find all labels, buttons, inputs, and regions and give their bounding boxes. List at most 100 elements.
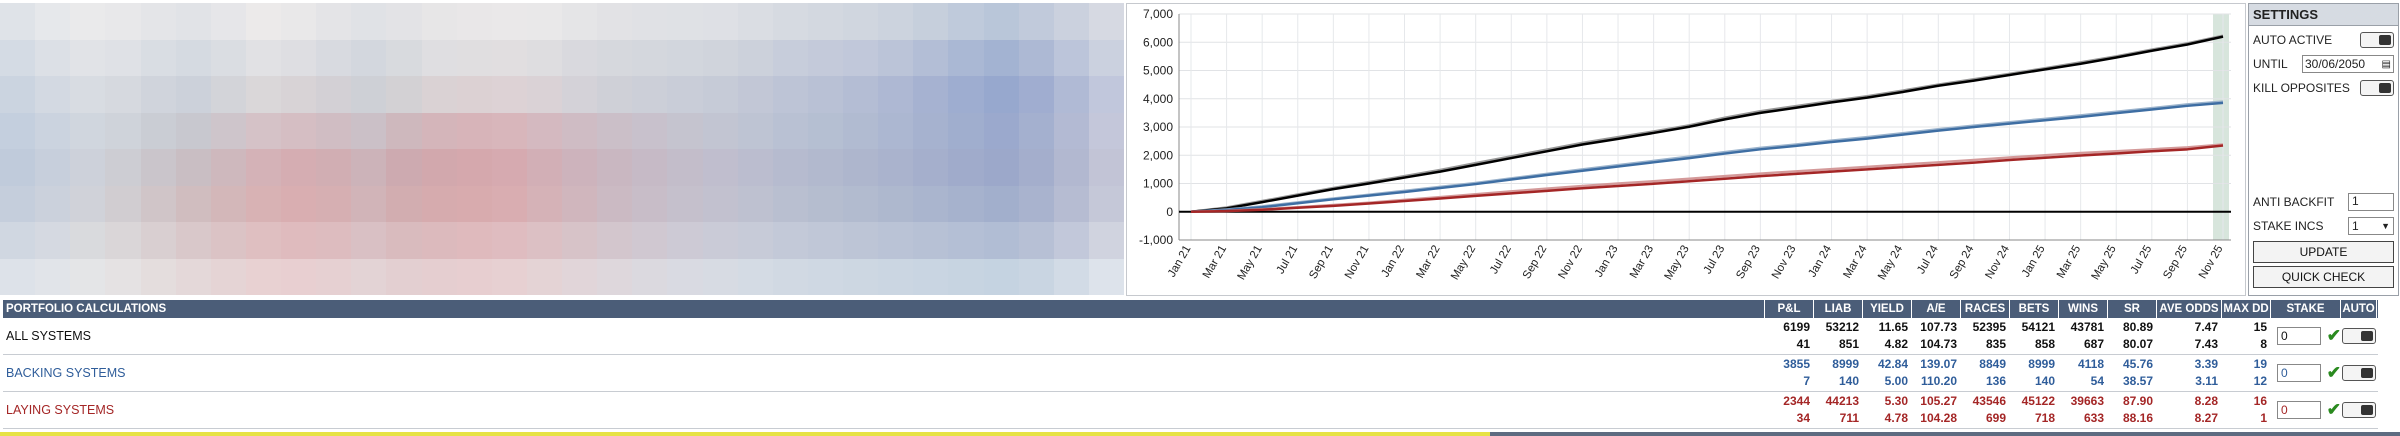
stat-cell: 16 1	[2222, 392, 2271, 428]
heatmap-cell	[878, 39, 914, 76]
update-button[interactable]: UPDATE	[2253, 241, 2394, 263]
heatmap-cell	[702, 76, 738, 113]
auto-toggle[interactable]	[2342, 328, 2376, 344]
heatmap-cell	[878, 258, 914, 295]
stake-input[interactable]: 0	[2277, 327, 2321, 345]
stat-cell: 8999 140	[2010, 355, 2059, 391]
stat-value-bottom: 12	[2253, 374, 2267, 388]
heatmap-cell	[667, 258, 703, 295]
heatmap-cell	[456, 149, 492, 186]
heatmap-cell	[281, 76, 317, 113]
heatmap-cell	[1088, 258, 1124, 295]
kill-opposites-toggle[interactable]	[2360, 80, 2394, 96]
heatmap-cell	[913, 39, 949, 76]
heatmap-cell	[35, 112, 71, 149]
heatmap-cell	[667, 39, 703, 76]
x-tick-label: Jul 25	[2129, 244, 2155, 277]
pnl-chart: 7,000 6,000 5,000 4,000 3,000 2,000 1,000 0 -1,0…	[1126, 3, 2246, 296]
heatmap-cell	[913, 222, 949, 259]
heatmap-cell	[316, 3, 352, 40]
x-tick-label: Jan 21	[1166, 244, 1194, 280]
stat-value-top: 8849	[1979, 357, 2006, 371]
stat-cell: 44213 711	[1814, 392, 1863, 428]
heatmap-cell	[772, 149, 808, 186]
heatmap-cell	[983, 222, 1019, 259]
col-header: P&L	[1765, 300, 1814, 318]
heatmap-cell	[1053, 3, 1089, 40]
heatmap-cell	[210, 3, 246, 40]
anti-backfit-input[interactable]: 1	[2348, 193, 2394, 211]
y-tick-label: 3,000	[1143, 120, 1173, 134]
stat-cell: 15 8	[2222, 318, 2271, 354]
x-tick-label: May 22	[1449, 244, 1478, 283]
x-tick-label: Mar 21	[1201, 244, 1229, 281]
heatmap-cell	[386, 185, 422, 222]
heatmap-cell	[386, 222, 422, 259]
heatmap-cell	[843, 76, 879, 113]
stat-value-bottom: 110.20	[1920, 374, 1957, 388]
heatmap-cell	[456, 39, 492, 76]
stat-cell: 42.84 5.00	[1863, 355, 1912, 391]
auto-toggle[interactable]	[2342, 402, 2376, 418]
stake-input[interactable]: 0	[2277, 401, 2321, 419]
col-header: WINS	[2059, 300, 2108, 318]
heatmap-cell	[421, 112, 457, 149]
heatmap-cell	[386, 3, 422, 40]
heatmap-cell	[1088, 222, 1124, 259]
x-tick-label: May 23	[1663, 244, 1692, 283]
heatmap-cell	[983, 39, 1019, 76]
auto-toggle[interactable]	[2342, 365, 2376, 381]
heatmap-cell	[491, 149, 527, 186]
footer-bar	[1490, 432, 2400, 436]
quick-check-button[interactable]: QUICK CHECK	[2253, 266, 2394, 288]
heatmap-cell	[491, 185, 527, 222]
heatmap-cell	[105, 112, 141, 149]
stat-cell: 45122 718	[2010, 392, 2059, 428]
check-icon[interactable]: ✔	[2326, 326, 2341, 345]
x-tick-label: May 21	[1236, 244, 1265, 283]
check-icon[interactable]: ✔	[2326, 400, 2341, 419]
until-date-input[interactable]: 30/06/2050 ▤	[2302, 55, 2394, 73]
x-tick-label: Jan 25	[2020, 244, 2048, 280]
heatmap-cell	[491, 39, 527, 76]
stat-value-bottom: 835	[1985, 337, 2006, 351]
stat-value-top: 16	[2253, 394, 2267, 408]
stake-incs-select[interactable]: 1 ▼	[2348, 217, 2394, 235]
heatmap-cell	[983, 258, 1019, 295]
stat-value-top: 87.90	[2122, 394, 2153, 408]
stat-cell: 3.39 3.11	[2157, 355, 2222, 391]
stake-incs-row: STAKE INCS 1 ▼	[2253, 216, 2394, 236]
system-heatmap	[0, 3, 1124, 295]
heatmap-cell	[526, 112, 562, 149]
heatmap-cell	[737, 258, 773, 295]
heatmap-cell	[597, 3, 633, 40]
heatmap-cell	[351, 39, 387, 76]
stat-value-top: 52395	[1972, 320, 2006, 334]
stake-incs-value: 1	[2352, 219, 2359, 233]
stat-value-bottom: 858	[2034, 337, 2055, 351]
stat-cell: 5.30 4.78	[1863, 392, 1912, 428]
heatmap-cell	[70, 258, 106, 295]
heatmap-cell	[35, 185, 71, 222]
auto-active-toggle[interactable]	[2360, 32, 2394, 48]
heatmap-cell	[667, 112, 703, 149]
heatmap-cell	[281, 185, 317, 222]
stat-cell: 107.73 104.73	[1912, 318, 1961, 354]
heatmap-cell	[1053, 112, 1089, 149]
stat-value-bottom: 41	[1796, 337, 1810, 351]
check-icon[interactable]: ✔	[2326, 363, 2341, 382]
heatmap-cell	[702, 112, 738, 149]
calendar-icon[interactable]: ▤	[2381, 58, 2391, 70]
heatmap-cell	[597, 222, 633, 259]
heatmap-cell	[807, 76, 843, 113]
heatmap-cell	[737, 185, 773, 222]
heatmap-cell	[70, 76, 106, 113]
stat-value-bottom: 5.00	[1884, 374, 1908, 388]
heatmap-cell	[105, 149, 141, 186]
heatmap-cell	[281, 149, 317, 186]
x-tick-label: Nov 21	[1343, 244, 1372, 282]
heatmap-cell	[456, 76, 492, 113]
heatmap-cell	[807, 39, 843, 76]
stake-input[interactable]: 0	[2277, 364, 2321, 382]
x-tick-label: Nov 22	[1556, 244, 1585, 282]
